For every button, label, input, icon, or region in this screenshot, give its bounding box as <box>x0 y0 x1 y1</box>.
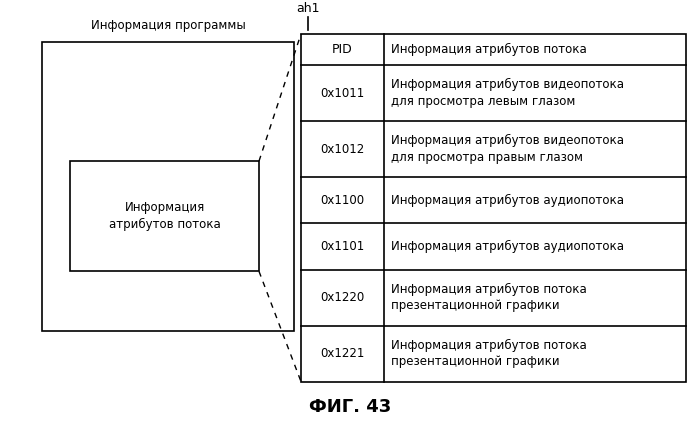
Bar <box>70 161 259 271</box>
Text: 0x1012: 0x1012 <box>321 142 365 156</box>
Text: 0x1221: 0x1221 <box>320 347 365 360</box>
Text: PID: PID <box>332 43 353 56</box>
Text: ah1: ah1 <box>296 2 320 15</box>
Text: Информация атрибутов видеопотока
для просмотра левым глазом: Информация атрибутов видеопотока для про… <box>391 78 624 108</box>
Text: Информация атрибутов потока: Информация атрибутов потока <box>391 43 587 56</box>
Text: 0x1220: 0x1220 <box>321 291 365 304</box>
Text: Информация атрибутов аудиопотока: Информация атрибутов аудиопотока <box>391 194 624 207</box>
Text: Информация
атрибутов потока: Информация атрибутов потока <box>108 201 220 232</box>
Text: Информация атрибутов видеопотока
для просмотра правым глазом: Информация атрибутов видеопотока для про… <box>391 134 624 164</box>
Text: Информация атрибутов потока
презентационной графики: Информация атрибутов потока презентацион… <box>391 339 587 368</box>
Text: Информация атрибутов аудиопотока: Информация атрибутов аудиопотока <box>391 240 624 253</box>
Bar <box>301 34 686 382</box>
Text: ФИГ. 43: ФИГ. 43 <box>309 398 391 416</box>
Text: Информация программы: Информация программы <box>90 19 246 32</box>
Bar <box>42 42 294 331</box>
Text: 0x1100: 0x1100 <box>321 194 365 207</box>
Text: 0x1101: 0x1101 <box>321 240 365 253</box>
Text: Информация атрибутов потока
презентационной графики: Информация атрибутов потока презентацион… <box>391 283 587 312</box>
Text: 0x1011: 0x1011 <box>321 86 365 100</box>
